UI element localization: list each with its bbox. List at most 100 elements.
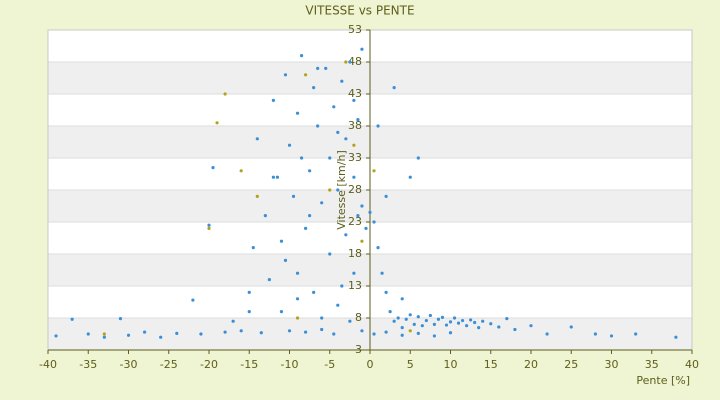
point: [529, 324, 533, 328]
point: [569, 325, 573, 329]
x-tick-label: 5: [407, 358, 414, 371]
point: [231, 319, 235, 323]
point: [408, 329, 412, 333]
x-tick-label: -30: [120, 358, 138, 371]
point: [416, 315, 420, 319]
point: [465, 324, 469, 328]
point: [283, 258, 288, 262]
point: [634, 332, 638, 336]
point: [416, 331, 420, 335]
point: [239, 329, 243, 333]
y-tick-label: 13: [348, 279, 362, 292]
point: [175, 331, 179, 335]
point: [674, 335, 678, 339]
point: [376, 124, 380, 128]
point: [368, 210, 372, 214]
point: [199, 332, 203, 336]
point: [448, 331, 453, 335]
point: [352, 271, 356, 275]
point: [400, 333, 404, 337]
point: [340, 284, 344, 288]
point: [308, 214, 312, 218]
point: [332, 105, 336, 109]
point: [207, 223, 211, 227]
point: [420, 324, 424, 328]
point: [384, 194, 388, 198]
point: [469, 318, 473, 322]
point: [444, 323, 449, 327]
point: [102, 332, 106, 336]
point: [452, 316, 457, 320]
point: [279, 239, 284, 243]
y-tick-label: 53: [348, 23, 362, 36]
point: [513, 327, 517, 332]
point: [86, 332, 90, 336]
point: [295, 316, 300, 320]
point: [340, 79, 344, 83]
x-tick-label: -10: [281, 358, 299, 371]
point: [360, 239, 364, 243]
point: [304, 330, 308, 334]
point: [336, 303, 340, 307]
point: [295, 271, 300, 275]
point: [372, 220, 376, 224]
y-tick-label: 38: [348, 119, 362, 132]
point: [70, 317, 74, 321]
x-axis-label: Pente [%]: [636, 374, 690, 387]
point: [404, 317, 408, 321]
point: [348, 60, 352, 64]
point: [211, 166, 215, 170]
point: [251, 246, 255, 250]
point: [432, 322, 436, 326]
point: [364, 226, 368, 230]
point: [392, 319, 396, 323]
point: [392, 86, 396, 90]
point: [287, 143, 292, 147]
x-tick-label: 15: [484, 358, 498, 371]
point: [432, 334, 436, 338]
point: [263, 214, 267, 218]
point: [304, 73, 308, 77]
point: [255, 137, 259, 141]
x-tick-label: 10: [444, 358, 458, 371]
point: [291, 194, 296, 198]
y-tick-label: 23: [348, 215, 362, 228]
point: [609, 334, 614, 338]
point: [312, 290, 316, 294]
y-tick-label: 3: [355, 343, 362, 356]
x-tick-label: -35: [79, 358, 97, 371]
y-tick-label: 48: [348, 55, 362, 68]
point: [360, 204, 364, 208]
x-tick-label: 30: [605, 358, 619, 371]
point: [356, 118, 360, 122]
point: [348, 319, 352, 323]
y-axis-label: Vitesse [km/h]: [335, 150, 348, 230]
point: [360, 329, 364, 333]
point: [344, 233, 348, 237]
point: [299, 156, 304, 160]
chart-title: VITESSE vs PENTE: [305, 4, 414, 18]
point: [283, 73, 288, 77]
point: [344, 60, 348, 64]
point: [460, 318, 465, 323]
point: [400, 326, 404, 330]
point: [380, 271, 384, 275]
point: [473, 320, 477, 325]
x-tick-label: 40: [685, 358, 699, 371]
point: [255, 194, 259, 198]
point: [424, 318, 428, 323]
y-tick-label: 33: [348, 151, 362, 164]
x-tick-label: -5: [324, 358, 335, 371]
point: [259, 331, 263, 335]
point: [320, 316, 324, 320]
point: [352, 175, 356, 179]
point: [408, 175, 412, 179]
point: [428, 313, 432, 318]
x-tick-label: 20: [524, 358, 538, 371]
point: [247, 290, 251, 294]
point: [54, 334, 58, 338]
point: [440, 315, 445, 319]
x-tick-label: -25: [160, 358, 178, 371]
point: [295, 111, 300, 115]
point: [304, 226, 308, 230]
